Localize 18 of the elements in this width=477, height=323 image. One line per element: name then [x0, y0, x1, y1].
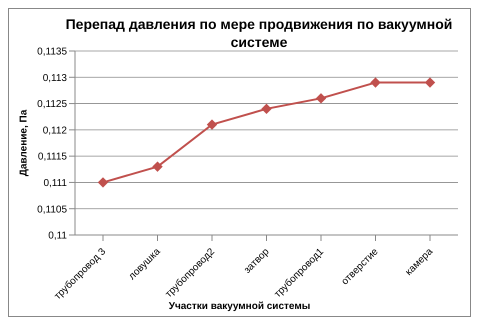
y-tick-label: 0,1105	[37, 204, 68, 216]
chart-title: Перепад давления по мере продвижения по вакуумной системе	[66, 16, 452, 50]
y-tick-label: 0,1125	[37, 99, 68, 110]
y-tick-label: 0,112	[42, 125, 68, 136]
point	[98, 177, 108, 188]
point	[425, 78, 435, 88]
y-tick-label: 0,111	[43, 178, 68, 189]
y-tick-label: 0,11	[48, 230, 68, 242]
point	[370, 78, 380, 88]
point	[262, 104, 272, 114]
y-tick-label: 0,1115	[38, 152, 68, 163]
point	[152, 162, 162, 172]
point	[316, 93, 326, 104]
x-axis-title: Участки вакуумной системы	[168, 301, 312, 312]
point	[207, 120, 217, 130]
y-tick-label: 0,113	[42, 72, 68, 84]
y-tick-label: 0,1135	[37, 46, 68, 58]
y-axis-title: Давление, Па	[18, 109, 30, 176]
